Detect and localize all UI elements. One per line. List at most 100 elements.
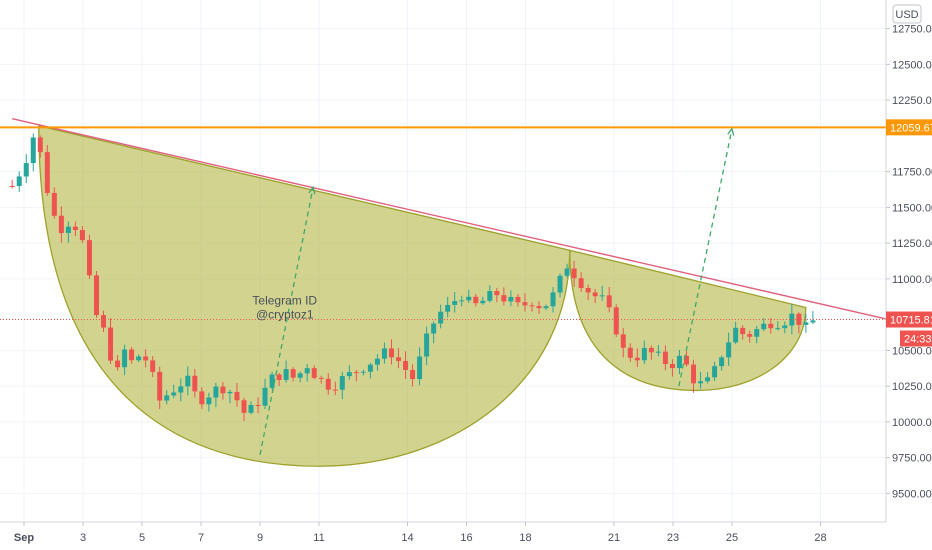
candle [536, 301, 542, 314]
candles [9, 133, 816, 422]
candle-body [578, 278, 584, 289]
level-price-label: 12059.67 [890, 122, 932, 134]
candle [564, 263, 570, 278]
candle-body [58, 215, 64, 234]
time-tick-label: 5 [139, 532, 145, 544]
candle-body [585, 288, 591, 293]
candle [578, 272, 584, 292]
candle [360, 369, 366, 376]
candle-body [150, 360, 156, 372]
last-price-badge [886, 311, 932, 328]
candle [283, 360, 289, 383]
candle [691, 359, 697, 393]
candle [185, 366, 191, 396]
candle [613, 304, 619, 337]
candle [662, 345, 668, 371]
candle [206, 392, 212, 412]
candle [241, 397, 247, 422]
time-tick-label: 7 [198, 532, 204, 544]
resistance-trendline [12, 118, 887, 320]
candle [23, 154, 29, 183]
candle [388, 339, 394, 365]
price-tick-label: 9500.00 [892, 488, 932, 500]
candle [634, 348, 640, 368]
candle [571, 260, 577, 287]
candle-body [297, 373, 303, 378]
candle-body [136, 356, 142, 361]
candle-body [360, 371, 366, 373]
candle-body [698, 381, 704, 384]
candle [648, 345, 654, 360]
candle [494, 288, 500, 303]
candle-body [304, 368, 310, 374]
candle-body [452, 301, 458, 305]
candle [747, 330, 753, 343]
candle [339, 371, 345, 400]
candle [255, 397, 261, 414]
candle [719, 355, 725, 371]
candle-body [789, 313, 795, 326]
time-tick-label: 3 [80, 532, 86, 544]
time-axis[interactable]: Sep 3 5 7 9 11 14 16 18 21 23 25 28 [0, 521, 932, 550]
candle [129, 346, 135, 364]
candle-body [9, 185, 15, 187]
candle [557, 273, 563, 298]
candle-body [396, 357, 402, 361]
candle [410, 364, 416, 387]
candle-body [290, 369, 296, 378]
candle-body [726, 342, 732, 358]
time-axis-background [0, 522, 932, 550]
candle [86, 234, 92, 279]
candle-body [733, 327, 739, 343]
candle [775, 321, 781, 331]
candle [9, 179, 15, 189]
candle [276, 372, 282, 386]
currency-label: USD [895, 9, 918, 21]
candle [641, 340, 647, 365]
candle-body [501, 295, 507, 302]
candle [627, 343, 633, 362]
candle-body [438, 311, 444, 324]
candle [620, 327, 626, 358]
candle [30, 133, 36, 172]
candle [108, 318, 114, 365]
candle [164, 390, 170, 405]
candle-body [143, 356, 149, 361]
price-tick-label: 11500.00 [892, 202, 932, 214]
candle [157, 366, 163, 410]
candle-body [445, 304, 451, 312]
candle-body [37, 137, 43, 153]
candle [487, 285, 493, 303]
candle [93, 271, 99, 318]
candle-body [705, 377, 711, 382]
candle-body [23, 163, 29, 177]
projection-arrow-line [259, 187, 314, 455]
candle [810, 311, 816, 325]
candle-body [536, 306, 542, 309]
candle-body [332, 389, 338, 391]
candle [325, 373, 331, 395]
level-price-badge [886, 119, 932, 136]
candle-body [480, 300, 486, 304]
candle [459, 295, 465, 307]
price-axis[interactable]: USD 12750.00 12500.00 12250.00 11750.00 1150… [885, 0, 932, 550]
price-tick-label: 9750.00 [892, 453, 932, 465]
candle-body [634, 357, 640, 361]
candle-body [72, 226, 78, 231]
candle [698, 371, 704, 389]
candle-body [620, 334, 626, 348]
candle-body [241, 400, 247, 413]
candle [543, 304, 549, 311]
time-tick-label: 16 [460, 532, 472, 544]
candle-body [115, 360, 121, 368]
candle-body [185, 375, 191, 387]
time-tick-label: 25 [726, 532, 738, 544]
candle [234, 383, 240, 407]
currency-badge[interactable] [892, 4, 922, 24]
price-tick-label: 11750.00 [892, 167, 932, 179]
candle-body [810, 320, 816, 323]
candle [44, 144, 50, 196]
price-axis-background [886, 0, 932, 522]
